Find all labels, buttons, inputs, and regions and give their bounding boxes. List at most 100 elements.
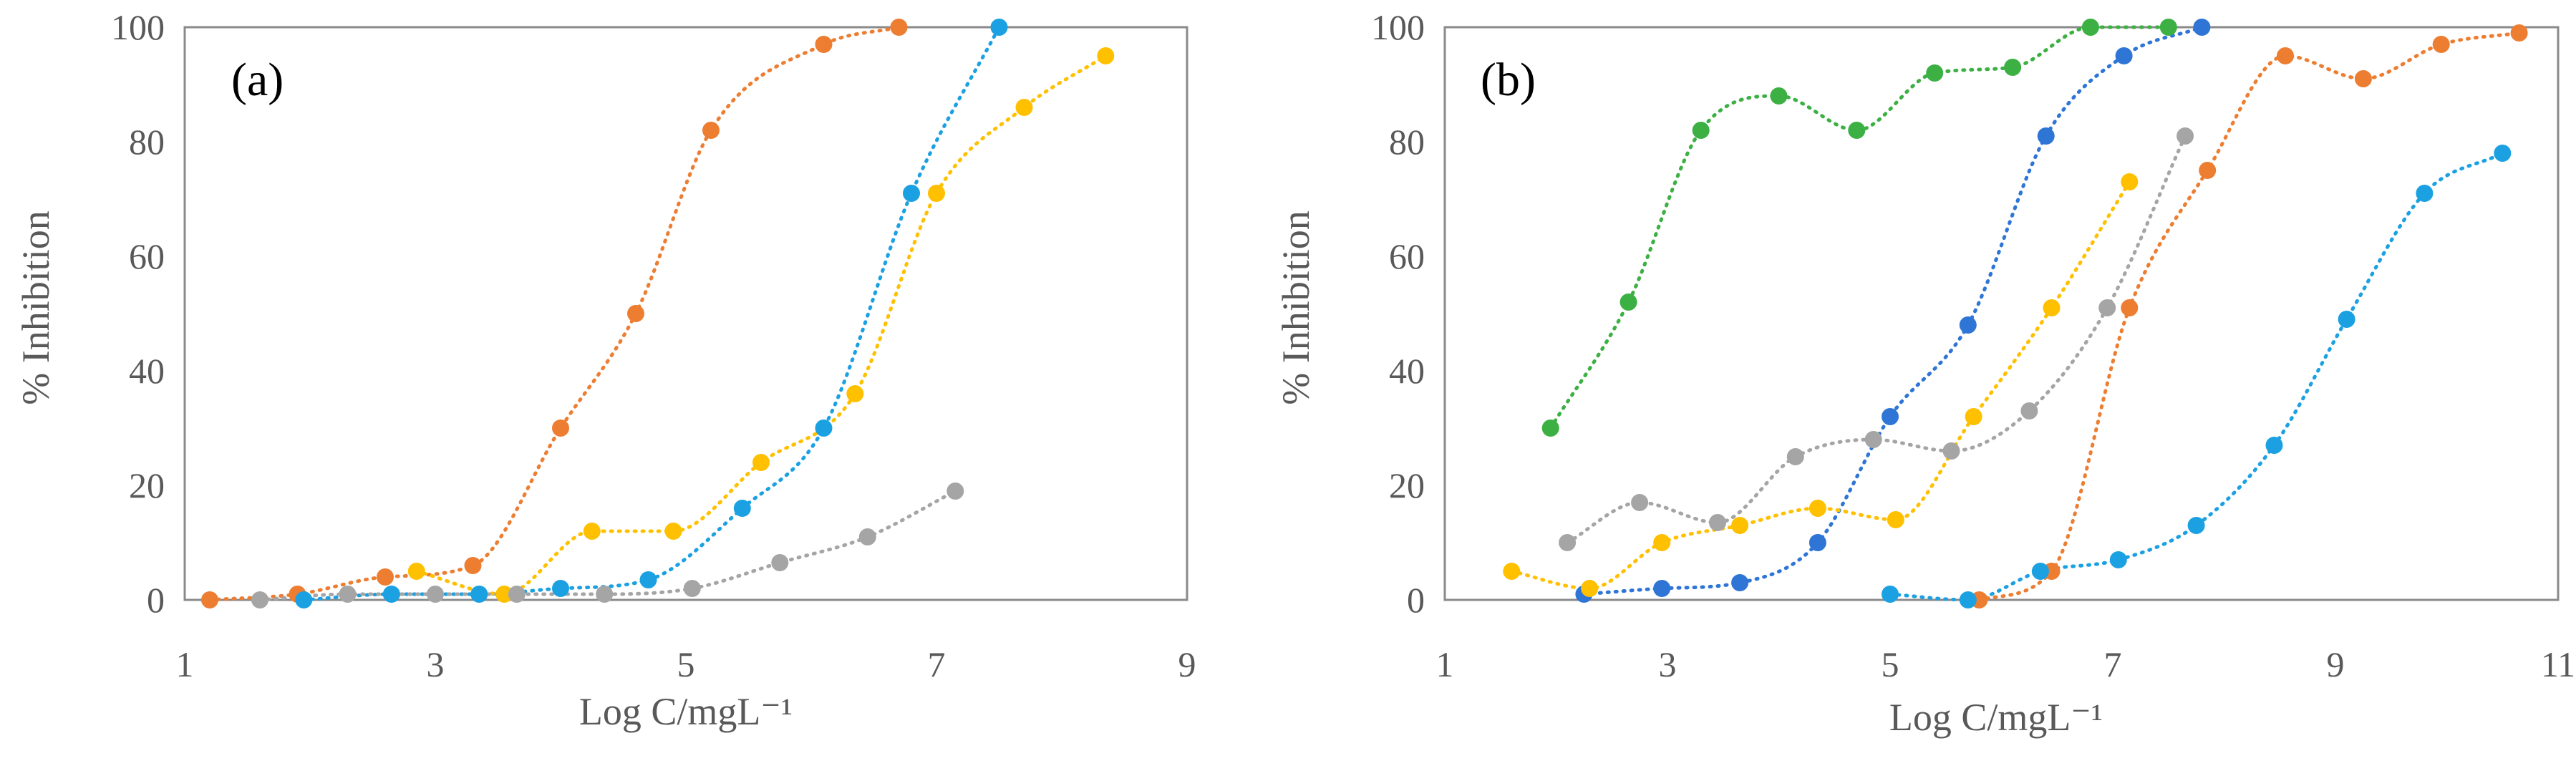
panel-b-x-axis-title: Log C/mgL⁻¹ — [1889, 696, 2103, 739]
panel-a-y-tick-label: 40 — [129, 351, 165, 391]
panel-a-point-orange — [552, 419, 569, 437]
panel-a-x-axis-title: Log C/mgL⁻¹ — [579, 690, 793, 733]
panel-a-point-light-blue — [552, 580, 569, 597]
panel-a-chart: (a) 1 3 5 7 9 0 20 40 60 80 100 Log C/mgL⁻¹ % Inhi… — [14, 7, 1196, 733]
panel-b-x-tick-label: 11 — [2541, 644, 2575, 684]
panel-b-point-green — [1926, 64, 1944, 82]
panel-b-trendline-yellow — [1509, 180, 2131, 591]
panel-b-point-orange — [2432, 36, 2450, 53]
panel-b-point-orange — [2354, 70, 2372, 87]
panel-a-plot-frame — [183, 26, 1188, 601]
panel-a-point-orange — [377, 568, 394, 586]
panel-b-point-yellow — [1808, 500, 1826, 517]
panel-a-point-light-blue — [815, 419, 833, 437]
panel-b-x-tick-label: 1 — [1436, 644, 1454, 684]
panel-b-point-light-blue — [2338, 311, 2355, 328]
panel-b-point-green — [1848, 122, 1866, 139]
panel-a-point-orange — [464, 557, 482, 574]
panel-a-x-tick-label: 1 — [176, 644, 194, 684]
panel-a-point-yellow — [752, 454, 770, 471]
panel-b-point-gray — [1559, 534, 1577, 551]
panel-a-point-yellow — [928, 185, 945, 202]
panel-a-y-tick-label: 20 — [129, 465, 165, 505]
panel-b-y-tick-label: 100 — [1371, 7, 1425, 47]
panel-b-point-light-blue — [2494, 145, 2512, 162]
panel-b-point-green — [1692, 122, 1710, 139]
panel-a-point-gray — [683, 580, 701, 597]
panel-b-point-yellow — [2121, 173, 2139, 190]
panel-b-point-light-blue — [2187, 517, 2205, 534]
panel-a-point-light-blue — [295, 591, 313, 608]
panel-b-point-yellow — [2043, 299, 2061, 316]
panel-a-point-orange — [815, 36, 833, 53]
panel-b-ticks: 1 3 5 7 9 11 0 20 40 60 80 100 — [1371, 7, 2575, 684]
panel-b-point-yellow — [1965, 408, 1982, 425]
panel-a-y-tick-label: 60 — [129, 236, 165, 276]
panel-a-y-tick-label: 80 — [129, 122, 165, 162]
panel-a-point-orange — [702, 122, 720, 139]
panel-b-point-orange — [2199, 162, 2217, 179]
panel-b-point-light-blue — [2265, 437, 2283, 454]
panel-a-point-light-blue — [990, 19, 1008, 36]
panel-b-label: (b) — [1481, 54, 1536, 106]
panel-b-trendlines — [1509, 25, 2522, 602]
panel-b-point-gray — [2176, 127, 2194, 145]
panel-a-ticks: 1 3 5 7 9 0 20 40 60 80 100 — [111, 7, 1196, 684]
panel-b-trendline-green — [1549, 25, 2171, 430]
panel-b-point-gray — [1864, 431, 1882, 448]
panel-b-point-dark-blue — [1731, 574, 1749, 591]
panel-b-x-tick-label: 9 — [2327, 644, 2345, 684]
panel-b-chart: (b) 1 3 5 7 9 11 0 20 40 60 80 100 Log C/mgL⁻¹ % In… — [1274, 7, 2575, 739]
panel-b-point-light-blue — [2109, 551, 2127, 568]
panel-b-point-green — [1619, 294, 1637, 311]
panel-a-trendlines — [208, 25, 1108, 602]
panel-a-point-light-blue — [639, 571, 657, 588]
panel-b-trendline-orange — [1977, 31, 2522, 602]
panel-b-trendline-dark-blue — [1582, 25, 2204, 596]
panel-a-point-orange — [627, 305, 644, 322]
panel-a-point-gray — [427, 586, 444, 603]
panel-b-point-dark-blue — [1882, 408, 1899, 425]
panel-b-point-light-blue — [1882, 586, 1899, 603]
panel-b-x-tick-label: 3 — [1659, 644, 1677, 684]
panel-a-point-yellow — [1097, 47, 1115, 64]
panel-b-x-tick-label: 5 — [1882, 644, 1899, 684]
panel-a-y-axis-title: % Inhibition — [14, 210, 57, 404]
panel-b-point-light-blue — [2416, 185, 2434, 202]
panel-a-trendline-light-blue — [301, 25, 1001, 602]
panel-a-point-gray — [508, 586, 526, 603]
panel-b-point-yellow — [1581, 580, 1599, 597]
panel-a-point-gray — [251, 591, 268, 608]
panel-a-label: (a) — [231, 54, 284, 106]
panel-b-y-tick-label: 60 — [1389, 236, 1425, 276]
panel-b-y-tick-label: 0 — [1407, 580, 1425, 620]
panel-b-point-gray — [1631, 494, 1649, 511]
panel-b-y-tick-label: 40 — [1389, 351, 1425, 391]
panel-b-trendline-light-blue — [1888, 151, 2504, 602]
panel-a-point-orange — [890, 19, 908, 36]
panel-b-point-yellow — [1503, 563, 1521, 580]
panel-b-point-green — [1770, 87, 1788, 105]
panel-a-point-gray — [946, 482, 964, 500]
panel-b-trendline-gray — [1565, 134, 2187, 545]
panel-a-point-gray — [858, 528, 876, 545]
panel-a-y-tick-label: 0 — [147, 580, 165, 620]
panel-a-x-tick-label: 9 — [1178, 644, 1196, 684]
panel-b-point-yellow — [1887, 511, 1904, 528]
panel-a-point-yellow — [495, 586, 513, 603]
panel-b-point-gray — [1709, 514, 1726, 531]
panel-a-trendline-yellow — [415, 54, 1108, 596]
panel-b-y-axis-title: % Inhibition — [1274, 210, 1317, 404]
panel-b-point-green — [2004, 59, 2022, 76]
panel-a-point-yellow — [583, 523, 601, 540]
panel-b-y-tick-label: 80 — [1389, 122, 1425, 162]
panel-b-point-gray — [1942, 442, 1960, 460]
panel-b-point-orange — [2277, 47, 2294, 64]
panel-b-point-dark-blue — [1653, 580, 1671, 597]
panel-b-point-dark-blue — [2193, 19, 2211, 36]
panel-a-point-yellow — [846, 385, 864, 402]
panel-b-point-gray — [2098, 299, 2116, 316]
panel-a-point-gray — [339, 586, 357, 603]
panel-b-point-light-blue — [2031, 563, 2049, 580]
